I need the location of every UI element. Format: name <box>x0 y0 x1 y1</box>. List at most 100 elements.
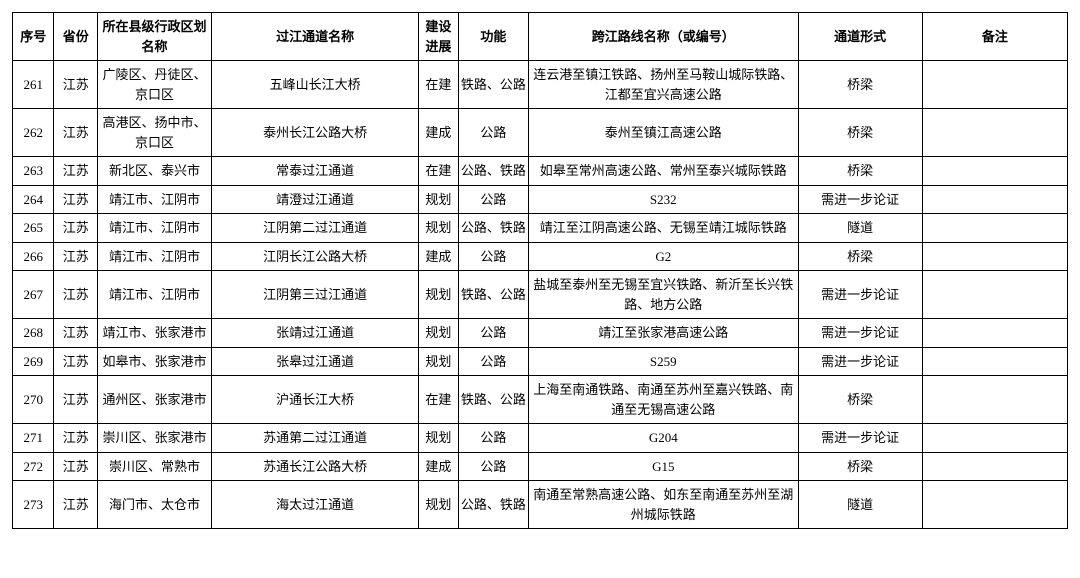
table-row: 271江苏崇川区、张家港市苏通第二过江通道规划公路G204需进一步论证 <box>13 424 1068 453</box>
cell-name: 泰州长江公路大桥 <box>211 109 418 157</box>
cell-province: 江苏 <box>54 242 98 271</box>
cell-function: 公路 <box>458 424 528 453</box>
cell-name: 江阴第二过江通道 <box>211 214 418 243</box>
cell-province: 江苏 <box>54 376 98 424</box>
cell-function: 公路、铁路 <box>458 481 528 529</box>
cell-function: 公路 <box>458 452 528 481</box>
cell-remark <box>922 452 1067 481</box>
cell-form: 隧道 <box>798 214 922 243</box>
cell-province: 江苏 <box>54 214 98 243</box>
cell-county: 如皋市、张家港市 <box>97 347 211 376</box>
cell-form: 需进一步论证 <box>798 271 922 319</box>
cell-function: 公路 <box>458 242 528 271</box>
cell-function: 铁路、公路 <box>458 61 528 109</box>
table-row: 262江苏高港区、扬中市、京口区泰州长江公路大桥建成公路泰州至镇江高速公路桥梁 <box>13 109 1068 157</box>
header-seq: 序号 <box>13 13 54 61</box>
cell-name: 常泰过江通道 <box>211 157 418 186</box>
cell-seq: 266 <box>13 242 54 271</box>
table-row: 269江苏如皋市、张家港市张皋过江通道规划公路S259需进一步论证 <box>13 347 1068 376</box>
cell-name: 苏通长江公路大桥 <box>211 452 418 481</box>
cell-province: 江苏 <box>54 157 98 186</box>
cell-function: 铁路、公路 <box>458 376 528 424</box>
cell-form: 桥梁 <box>798 109 922 157</box>
cell-progress: 规划 <box>419 185 458 214</box>
cell-progress: 规划 <box>419 347 458 376</box>
cell-progress: 规划 <box>419 271 458 319</box>
cell-form: 桥梁 <box>798 242 922 271</box>
cell-name: 江阴长江公路大桥 <box>211 242 418 271</box>
cell-form: 需进一步论证 <box>798 347 922 376</box>
cell-county: 靖江市、江阴市 <box>97 271 211 319</box>
cell-name: 苏通第二过江通道 <box>211 424 418 453</box>
cell-form: 桥梁 <box>798 376 922 424</box>
cell-function: 公路、铁路 <box>458 157 528 186</box>
cell-county: 靖江市、江阴市 <box>97 242 211 271</box>
cell-route: 靖江至江阴高速公路、无锡至靖江城际铁路 <box>529 214 798 243</box>
cell-county: 海门市、太仓市 <box>97 481 211 529</box>
cell-county: 崇川区、张家港市 <box>97 424 211 453</box>
cell-seq: 261 <box>13 61 54 109</box>
cell-remark <box>922 157 1067 186</box>
cell-route: S232 <box>529 185 798 214</box>
cell-name: 五峰山长江大桥 <box>211 61 418 109</box>
cell-progress: 在建 <box>419 157 458 186</box>
cell-county: 崇川区、常熟市 <box>97 452 211 481</box>
cell-function: 铁路、公路 <box>458 271 528 319</box>
cell-name: 靖澄过江通道 <box>211 185 418 214</box>
cell-route: 上海至南通铁路、南通至苏州至嘉兴铁路、南通至无锡高速公路 <box>529 376 798 424</box>
cell-province: 江苏 <box>54 61 98 109</box>
cell-province: 江苏 <box>54 185 98 214</box>
cell-route: G15 <box>529 452 798 481</box>
cell-progress: 规划 <box>419 481 458 529</box>
cell-route: 泰州至镇江高速公路 <box>529 109 798 157</box>
cell-seq: 262 <box>13 109 54 157</box>
cell-province: 江苏 <box>54 109 98 157</box>
cell-remark <box>922 214 1067 243</box>
cell-progress: 建成 <box>419 242 458 271</box>
cell-progress: 规划 <box>419 214 458 243</box>
cell-county: 高港区、扬中市、京口区 <box>97 109 211 157</box>
cell-progress: 在建 <box>419 376 458 424</box>
cell-form: 需进一步论证 <box>798 424 922 453</box>
cell-function: 公路 <box>458 109 528 157</box>
cell-route: G204 <box>529 424 798 453</box>
cell-county: 靖江市、江阴市 <box>97 214 211 243</box>
cell-form: 需进一步论证 <box>798 319 922 348</box>
cell-seq: 269 <box>13 347 54 376</box>
cell-name: 张靖过江通道 <box>211 319 418 348</box>
cell-route: 盐城至泰州至无锡至宜兴铁路、新沂至长兴铁路、地方公路 <box>529 271 798 319</box>
cell-progress: 规划 <box>419 319 458 348</box>
table-row: 268江苏靖江市、张家港市张靖过江通道规划公路靖江至张家港高速公路需进一步论证 <box>13 319 1068 348</box>
cell-function: 公路 <box>458 185 528 214</box>
header-remark: 备注 <box>922 13 1067 61</box>
header-county: 所在县级行政区划名称 <box>97 13 211 61</box>
table-row: 272江苏崇川区、常熟市苏通长江公路大桥建成公路G15桥梁 <box>13 452 1068 481</box>
cell-province: 江苏 <box>54 424 98 453</box>
cell-province: 江苏 <box>54 452 98 481</box>
table-row: 266江苏靖江市、江阴市江阴长江公路大桥建成公路G2桥梁 <box>13 242 1068 271</box>
cell-county: 靖江市、江阴市 <box>97 185 211 214</box>
cell-seq: 263 <box>13 157 54 186</box>
table-row: 264江苏靖江市、江阴市靖澄过江通道规划公路S232需进一步论证 <box>13 185 1068 214</box>
cell-county: 广陵区、丹徒区、京口区 <box>97 61 211 109</box>
cell-route: 连云港至镇江铁路、扬州至马鞍山城际铁路、江都至宜兴高速公路 <box>529 61 798 109</box>
cell-remark <box>922 319 1067 348</box>
table-row: 273江苏海门市、太仓市海太过江通道规划公路、铁路南通至常熟高速公路、如东至南通… <box>13 481 1068 529</box>
table-row: 263江苏新北区、泰兴市常泰过江通道在建公路、铁路如皋至常州高速公路、常州至泰兴… <box>13 157 1068 186</box>
cell-form: 桥梁 <box>798 452 922 481</box>
cell-remark <box>922 376 1067 424</box>
cell-seq: 273 <box>13 481 54 529</box>
cell-progress: 建成 <box>419 109 458 157</box>
header-progress: 建设进展 <box>419 13 458 61</box>
cell-seq: 267 <box>13 271 54 319</box>
cell-name: 海太过江通道 <box>211 481 418 529</box>
cell-progress: 在建 <box>419 61 458 109</box>
cell-remark <box>922 271 1067 319</box>
cell-form: 隧道 <box>798 481 922 529</box>
cell-remark <box>922 424 1067 453</box>
cell-remark <box>922 61 1067 109</box>
cell-seq: 272 <box>13 452 54 481</box>
cell-route: 靖江至张家港高速公路 <box>529 319 798 348</box>
cell-name: 张皋过江通道 <box>211 347 418 376</box>
cell-name: 沪通长江大桥 <box>211 376 418 424</box>
